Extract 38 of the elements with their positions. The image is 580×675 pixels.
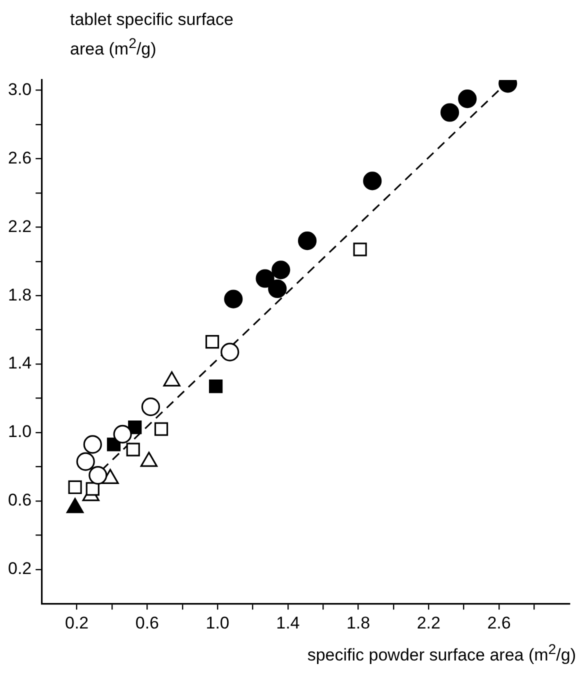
point [208, 379, 223, 394]
point [272, 260, 290, 280]
point [256, 269, 274, 288]
y-tick-label: 0.2 [8, 559, 32, 578]
y-tick-label: 1.8 [8, 285, 32, 304]
point [458, 90, 477, 108]
y-tick-label: 2.2 [8, 216, 32, 236]
point [268, 279, 287, 298]
y-tick-label: 1.0 [8, 422, 32, 442]
point [154, 422, 168, 436]
x-tick-label: 1.0 [206, 613, 230, 632]
y-tick-label: 1.4 [8, 354, 32, 373]
x-tick-label: 2.6 [487, 613, 511, 632]
y-tick-label: 2.6 [8, 148, 32, 168]
point [298, 232, 317, 250]
point [220, 342, 240, 362]
y-tick-label: 0.6 [8, 490, 32, 510]
x-tick-label: 0.6 [135, 613, 160, 632]
point [141, 398, 160, 416]
y-axis-title: tablet specific surface area (m$^{2}$/g) [70, 9, 234, 61]
point [353, 242, 367, 256]
point [83, 435, 102, 454]
x-axis-title: specific powder surface area (m$^{2}$/g) [307, 642, 576, 666]
point [205, 334, 220, 349]
point [440, 103, 460, 122]
x-tick-label: 0.2 [64, 613, 89, 632]
point [86, 482, 100, 496]
point [88, 466, 108, 485]
point [126, 442, 140, 456]
point [68, 480, 82, 494]
x-tick-label: 1.8 [346, 613, 370, 632]
point [76, 452, 95, 471]
point [113, 424, 132, 444]
x-tick-label: 1.4 [276, 613, 300, 632]
point [363, 172, 382, 190]
x-tick-label: 2.2 [416, 613, 440, 632]
y-tick-label: 3.0 [8, 80, 32, 99]
point [224, 290, 243, 308]
